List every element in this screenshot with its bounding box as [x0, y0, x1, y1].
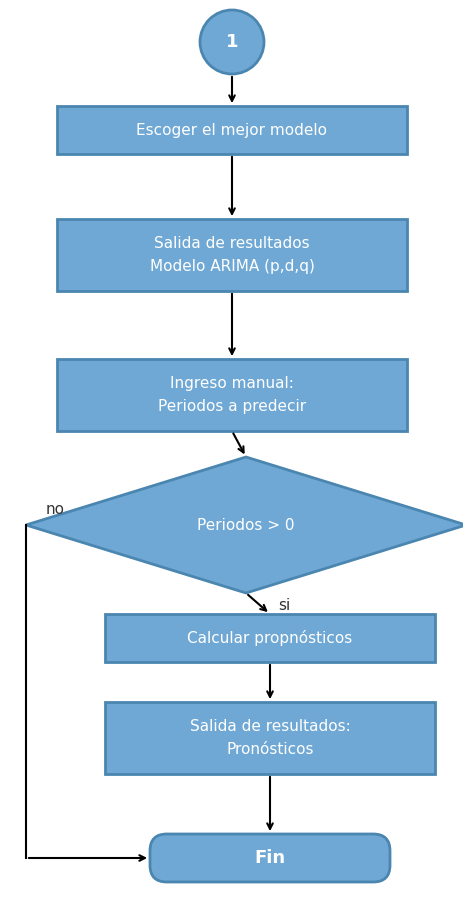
- Text: Escoger el mejor modelo: Escoger el mejor modelo: [136, 123, 327, 138]
- Text: Fin: Fin: [254, 849, 285, 867]
- Text: Salida de resultados:
Pronósticos: Salida de resultados: Pronósticos: [189, 720, 350, 757]
- Polygon shape: [26, 457, 463, 593]
- Bar: [105, 614, 434, 662]
- Ellipse shape: [200, 10, 263, 74]
- Text: si: si: [277, 598, 290, 613]
- Bar: [57, 219, 406, 291]
- Text: Ingreso manual:
Periodos a predecir: Ingreso manual: Periodos a predecir: [157, 376, 306, 414]
- Text: 1: 1: [225, 33, 238, 51]
- Text: no: no: [45, 503, 64, 517]
- Text: Periodos > 0: Periodos > 0: [197, 517, 294, 532]
- FancyBboxPatch shape: [150, 834, 389, 882]
- Text: Calcular propnósticos: Calcular propnósticos: [187, 630, 352, 646]
- Bar: [105, 702, 434, 774]
- Bar: [57, 106, 406, 154]
- Bar: [57, 359, 406, 431]
- Text: Salida de resultados
Modelo ARIMA (p,d,q): Salida de resultados Modelo ARIMA (p,d,q…: [149, 237, 314, 274]
